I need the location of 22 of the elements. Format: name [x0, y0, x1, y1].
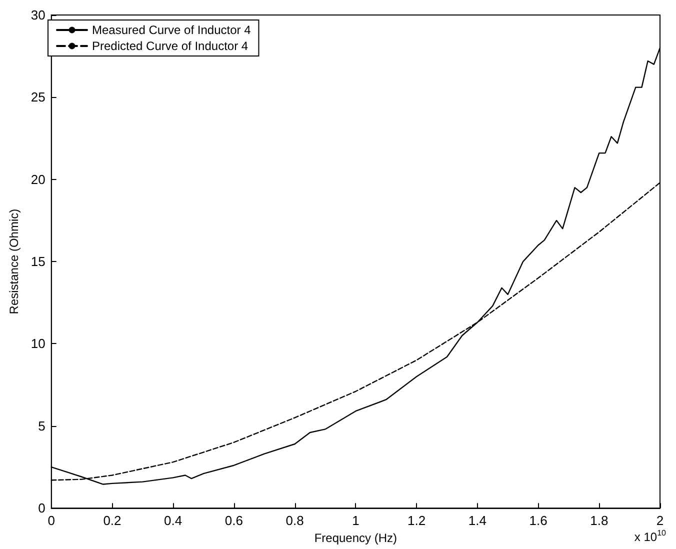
y-axis-title: Resistance (Ohmic) — [7, 208, 21, 314]
x-tick-label: 0.4 — [164, 513, 182, 528]
legend-label: Predicted Curve of Inductor 4 — [92, 39, 248, 53]
x-tick-label: 1.2 — [408, 513, 426, 528]
x-tick-label: 1 — [352, 513, 360, 528]
x-tick-label: 0.6 — [224, 513, 243, 528]
x-axis-title: Frequency (Hz) — [314, 531, 398, 545]
y-tick-label: 25 — [30, 90, 46, 105]
x-tick-label: 0.8 — [286, 513, 304, 528]
x-tick-label: 0.2 — [103, 513, 122, 528]
x-tick-label: 2 — [656, 513, 664, 528]
x-tick-label: 1.8 — [590, 513, 608, 528]
y-tick-label: 15 — [30, 254, 46, 270]
y-tick-label: 30 — [30, 8, 46, 22]
y-tick-label: 5 — [38, 418, 46, 434]
y-tick-label: 20 — [30, 172, 46, 187]
x-tick-label: 0 — [48, 513, 55, 528]
y-tick-label: 10 — [30, 336, 46, 352]
x-tick-label: 1.4 — [468, 513, 486, 528]
legend-label: Measured Curve of Inductor 4 — [92, 23, 252, 37]
x-tick-label: 1.6 — [529, 513, 548, 528]
y-tick-label: 0 — [38, 500, 46, 516]
